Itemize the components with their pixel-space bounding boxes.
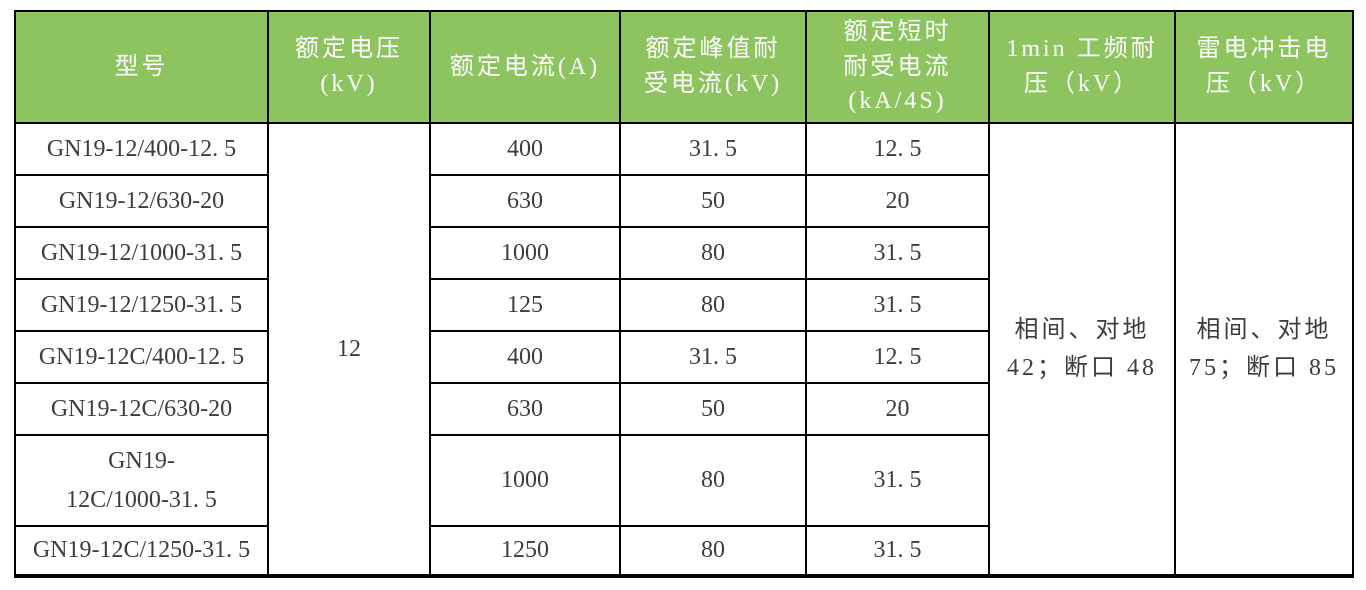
- model-cell: GN19-12C/630-20: [14, 382, 269, 436]
- table-row: GN19-12C/1250-31. 5 1250 80 31. 5: [14, 525, 1353, 577]
- current-cell: 1250: [429, 525, 621, 577]
- peak-cell: 80: [619, 278, 807, 332]
- short-time-cell: 31. 5: [805, 278, 990, 332]
- peak-cell: 80: [619, 434, 807, 527]
- header-peak-withstand-current: 额定峰值耐 受电流(kV): [619, 10, 807, 124]
- table-row: GN19-12C/630-20 630 50 20: [14, 382, 1353, 436]
- header-model: 型号: [14, 10, 269, 124]
- current-cell: 1000: [429, 226, 621, 280]
- peak-cell: 80: [619, 525, 807, 577]
- current-cell: 400: [429, 330, 621, 384]
- table-row: GN19-12/400-12. 5 12 400 31. 5 12. 5 相间、…: [14, 122, 1354, 577]
- lightning-impulse-merged-cell: 相间、对地 75；断口 85: [1174, 122, 1354, 577]
- current-cell: 400: [429, 122, 621, 176]
- model-cell: GN19- 12C/1000-31. 5: [14, 434, 269, 527]
- header-power-frequency-withstand: 1min 工频耐 压（kV）: [988, 10, 1176, 124]
- current-cell: 125: [429, 278, 621, 332]
- peak-cell: 50: [619, 382, 807, 436]
- header-row: 型号 额定电压 (kV) 额定电流(A) 额定峰值耐 受电流(kV) 额定短时 …: [14, 10, 1354, 124]
- current-cell: 1000: [429, 434, 621, 527]
- short-time-cell: 31. 5: [805, 226, 990, 280]
- short-time-cell: 31. 5: [805, 525, 990, 577]
- short-time-cell: 20: [805, 174, 990, 228]
- model-cell: GN19-12/630-20: [14, 174, 269, 228]
- current-cell: 630: [429, 174, 621, 228]
- peak-cell: 80: [619, 226, 807, 280]
- spec-table-container: 型号 额定电压 (kV) 额定电流(A) 额定峰值耐 受电流(kV) 额定短时 …: [14, 10, 1354, 578]
- model-cell: GN19-12C/400-12. 5: [14, 330, 269, 384]
- table-row: GN19- 12C/1000-31. 5 1000 80 31. 5: [14, 434, 1353, 527]
- header-rated-voltage: 额定电压 (kV): [267, 10, 431, 124]
- model-cell: GN19-12C/1250-31. 5: [14, 525, 269, 577]
- header-short-time-withstand-current: 额定短时 耐受电流 (kA/4S): [805, 10, 990, 124]
- table-row: GN19-12/1000-31. 5 1000 80 31. 5: [14, 226, 1353, 280]
- model-cell: GN19-12/1000-31. 5: [14, 226, 269, 280]
- rated-voltage-merged-cell: 12: [267, 122, 431, 577]
- switch-specification-table: 型号 额定电压 (kV) 额定电流(A) 额定峰值耐 受电流(kV) 额定短时 …: [14, 10, 1354, 578]
- model-cell: GN19-12/1250-31. 5: [14, 278, 269, 332]
- current-cell: 630: [429, 382, 621, 436]
- peak-cell: 31. 5: [619, 330, 807, 384]
- power-frequency-merged-cell: 相间、对地 42；断口 48: [988, 122, 1176, 577]
- header-lightning-impulse: 雷电冲击电 压（kV）: [1174, 10, 1354, 124]
- table-row: GN19-12/1250-31. 5 125 80 31. 5: [14, 278, 1353, 332]
- short-time-cell: 20: [805, 382, 990, 436]
- table-row: GN19-12/630-20 630 50 20: [14, 174, 1353, 228]
- table-row: GN19-12C/400-12. 5 400 31. 5 12. 5: [14, 330, 1353, 384]
- header-rated-current: 额定电流(A): [429, 10, 621, 124]
- peak-cell: 50: [619, 174, 807, 228]
- short-time-cell: 31. 5: [805, 434, 990, 527]
- short-time-cell: 12. 5: [805, 122, 990, 176]
- short-time-cell: 12. 5: [805, 330, 990, 384]
- peak-cell: 31. 5: [619, 122, 807, 176]
- model-cell: GN19-12/400-12. 5: [14, 122, 269, 176]
